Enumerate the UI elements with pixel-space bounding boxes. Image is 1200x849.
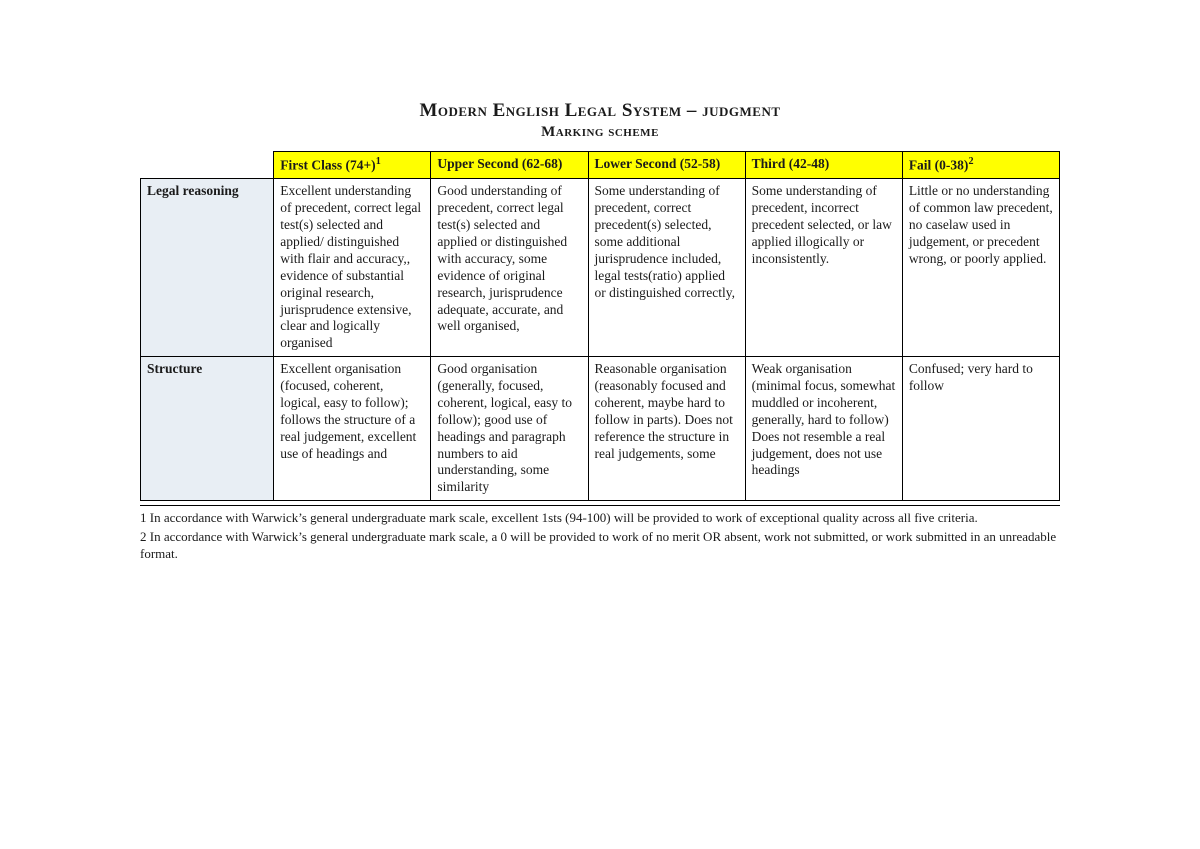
footnote-ref-1: 1: [376, 156, 381, 167]
row-label-legal-reasoning: Legal reasoning: [141, 179, 274, 357]
cell-upper: Good understanding of precedent, correct…: [431, 179, 588, 357]
table-row: Legal reasoning Excellent understanding …: [141, 179, 1060, 357]
page-container: Modern English Legal System – judgment M…: [0, 0, 1200, 605]
footnotes-block: 1 In accordance with Warwick’s general u…: [140, 505, 1060, 563]
footnote-1: 1 In accordance with Warwick’s general u…: [140, 510, 1060, 527]
document-title: Modern English Legal System – judgment: [140, 100, 1060, 122]
cell-first: Excellent organisation (focused, coheren…: [274, 357, 431, 501]
cell-upper: Good organisation (generally, focused, c…: [431, 357, 588, 501]
cell-third: Some understanding of precedent, incorre…: [745, 179, 902, 357]
col-upper-second: Upper Second (62-68): [431, 152, 588, 179]
cell-fail: Confused; very hard to follow: [902, 357, 1059, 501]
corner-cell: [141, 152, 274, 179]
marking-scheme-table: First Class (74+)1 Upper Second (62-68) …: [140, 151, 1060, 501]
col-lower-second: Lower Second (52-58): [588, 152, 745, 179]
header-text: First Class (74+): [280, 158, 375, 173]
document-subtitle: Marking scheme: [140, 124, 1060, 141]
cell-lower: Reasonable organisation (reasonably focu…: [588, 357, 745, 501]
cell-first: Excellent understanding of precedent, co…: [274, 179, 431, 357]
col-first-class: First Class (74+)1: [274, 152, 431, 179]
header-text: Fail (0-38): [909, 158, 969, 173]
cell-lower: Some understanding of precedent, correct…: [588, 179, 745, 357]
table-row: Structure Excellent organisation (focuse…: [141, 357, 1060, 501]
row-label-structure: Structure: [141, 357, 274, 501]
footnote-ref-2: 2: [968, 156, 973, 167]
table-header-row: First Class (74+)1 Upper Second (62-68) …: [141, 152, 1060, 179]
col-third: Third (42-48): [745, 152, 902, 179]
cell-fail: Little or no understanding of common law…: [902, 179, 1059, 357]
footnote-2: 2 In accordance with Warwick’s general u…: [140, 529, 1060, 563]
cell-third: Weak organisation (minimal focus, somewh…: [745, 357, 902, 501]
col-fail: Fail (0-38)2: [902, 152, 1059, 179]
